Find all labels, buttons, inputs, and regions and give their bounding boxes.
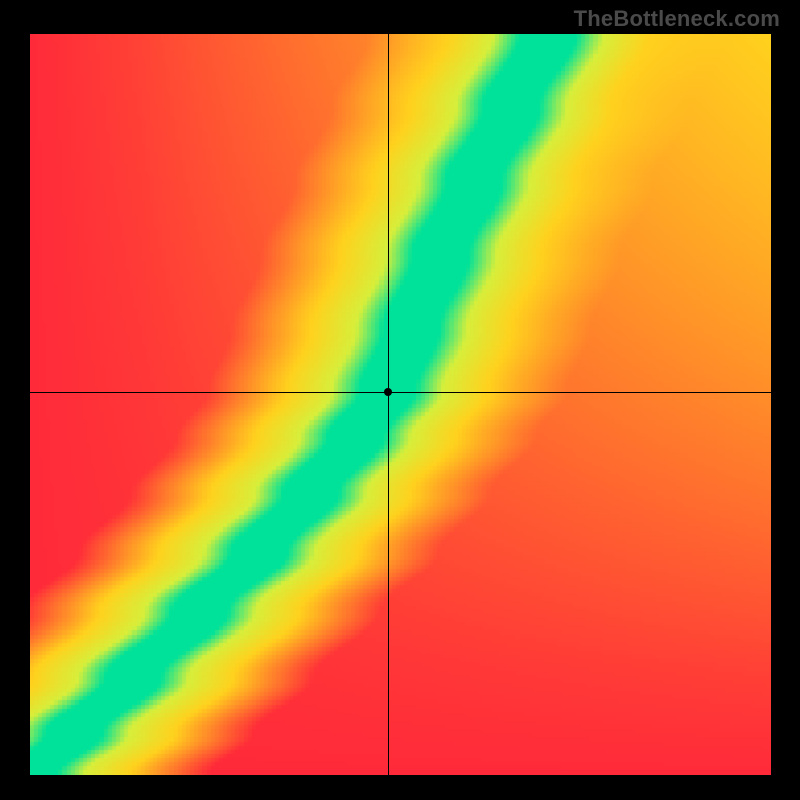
crosshair-vertical <box>388 34 389 775</box>
chart-stage: TheBottleneck.com <box>0 0 800 800</box>
crosshair-dot <box>384 388 392 396</box>
heatmap-canvas <box>30 34 771 775</box>
heatmap-plot <box>30 34 771 775</box>
watermark-text: TheBottleneck.com <box>574 6 780 32</box>
crosshair-horizontal <box>30 392 771 393</box>
